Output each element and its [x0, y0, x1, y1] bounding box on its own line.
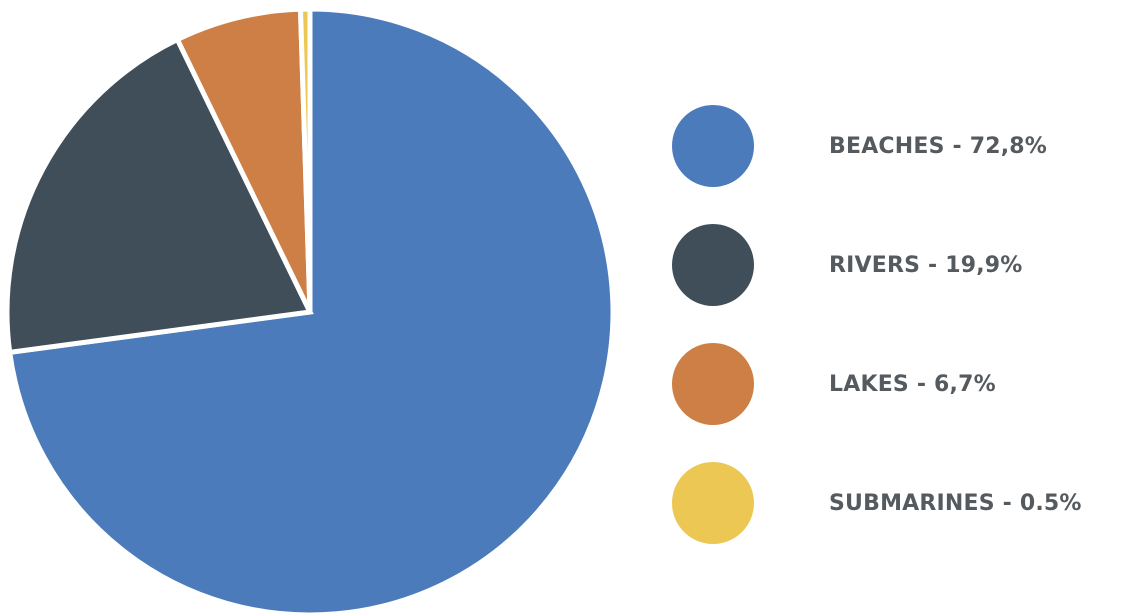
pie-slice-submarines: [297, 6, 313, 313]
chart-legend: BEACHES - 72,8% RIVERS - 19,9% LAKES - 6…: [672, 105, 1132, 544]
legend-item-submarines: SUBMARINES - 0.5%: [672, 462, 1132, 544]
legend-label-beaches: BEACHES - 72,8%: [829, 133, 1048, 159]
legend-swatch-lakes: [672, 343, 754, 425]
pie-chart: [4, 6, 613, 613]
legend-label-submarines: SUBMARINES - 0.5%: [829, 490, 1082, 516]
legend-label-rivers: RIVERS - 19,9%: [829, 252, 1023, 278]
legend-swatch-beaches: [672, 105, 754, 187]
legend-item-rivers: RIVERS - 19,9%: [672, 224, 1132, 306]
legend-item-lakes: LAKES - 6,7%: [672, 343, 1132, 425]
legend-swatch-rivers: [672, 224, 754, 306]
pie-slice-rivers: [4, 36, 314, 356]
legend-item-beaches: BEACHES - 72,8%: [672, 105, 1132, 187]
legend-label-lakes: LAKES - 6,7%: [829, 371, 996, 397]
legend-swatch-submarines: [672, 462, 754, 544]
